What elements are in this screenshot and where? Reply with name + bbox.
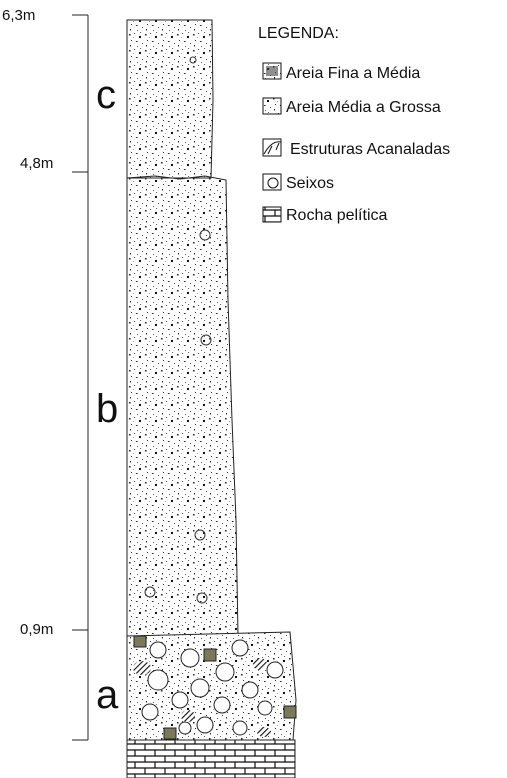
legend-icon	[263, 98, 281, 114]
legend-item: Areia Média a Grossa	[286, 99, 441, 116]
stratigraphic-column: 6,3m 4,8m 0,9m c b a LEGENDA: Areia Fina…	[0, 0, 507, 778]
layer-b	[127, 176, 238, 636]
legend-icon	[263, 207, 281, 222]
legend-item: Estruturas Acanaladas	[290, 141, 450, 158]
legend-icon-fill	[266, 66, 278, 76]
unit-label: c	[96, 73, 116, 117]
depth-label: 6,3m	[2, 7, 35, 24]
legend-item: Areia Fina a Média	[286, 65, 420, 82]
legend-item: Seixos	[286, 175, 334, 192]
unit-label: b	[96, 387, 118, 431]
bedrock	[127, 740, 295, 778]
legend-title: LEGENDA:	[258, 25, 339, 42]
depth-label: 4,8m	[20, 155, 53, 172]
legend-item: Rocha pelítica	[286, 207, 387, 224]
layer-c	[127, 20, 213, 178]
depth-label: 0,9m	[20, 621, 53, 638]
unit-label: a	[96, 673, 119, 717]
